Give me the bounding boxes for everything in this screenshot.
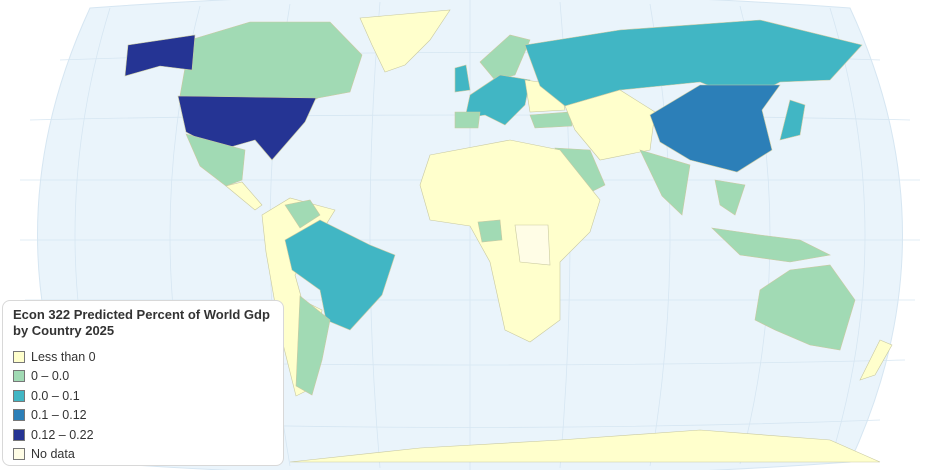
legend-swatch: [13, 370, 25, 383]
country-iberia[interactable]: [454, 111, 481, 129]
legend-item-less-than-0[interactable]: Less than 0: [11, 347, 275, 367]
countries: [124, 9, 893, 463]
country-australia[interactable]: [754, 264, 856, 351]
legend-label: 0.0 – 0.1: [31, 388, 80, 403]
country-new-zealand[interactable]: [859, 339, 893, 381]
country-canada[interactable]: [179, 21, 363, 109]
country-uk[interactable]: [454, 64, 471, 93]
country-japan[interactable]: [779, 99, 806, 141]
legend-item-0.1-0.12[interactable]: 0.1 – 0.12: [11, 406, 275, 426]
country-greenland[interactable]: [359, 9, 451, 73]
legend-label: 0.12 – 0.22: [31, 427, 94, 442]
country-mexico[interactable]: [185, 133, 246, 187]
country-turkey[interactable]: [529, 111, 573, 129]
country-central-america[interactable]: [225, 181, 263, 211]
country-indonesia[interactable]: [711, 227, 831, 263]
legend-item-0.12-0.22[interactable]: 0.12 – 0.22: [11, 425, 275, 445]
legend-title: Econ 322 Predicted Percent of World Gdp …: [13, 307, 270, 338]
legend-swatch: [13, 428, 25, 441]
country-venezuela-region[interactable]: [284, 199, 321, 229]
legend-swatch: [13, 389, 25, 402]
country-nigeria[interactable]: [477, 219, 503, 243]
country-alaska-usa[interactable]: [124, 34, 196, 77]
legend-label: 0 – 0.0: [31, 369, 70, 384]
legend-label: No data: [31, 447, 75, 462]
legend-swatch: [13, 409, 25, 422]
legend: Econ 322 Predicted Percent of World Gdp …: [2, 300, 284, 466]
country-argentina[interactable]: [295, 295, 331, 396]
country-india[interactable]: [639, 149, 691, 216]
country-antarctica[interactable]: [289, 429, 881, 463]
country-southeast-asia[interactable]: [714, 179, 746, 216]
country-central-asia[interactable]: [564, 89, 656, 161]
country-scandinavia[interactable]: [479, 34, 531, 81]
legend-label: Less than 0: [31, 349, 96, 364]
country-africa[interactable]: [419, 139, 601, 343]
legend-item-no-data[interactable]: No data: [11, 445, 275, 465]
country-china[interactable]: [649, 84, 781, 173]
legend-swatch: [13, 448, 25, 461]
legend-item-0-0.0[interactable]: 0 – 0.0: [11, 367, 275, 387]
legend-swatch: [13, 350, 25, 363]
legend-label: 0.1 – 0.12: [31, 408, 87, 423]
country-brazil[interactable]: [284, 219, 396, 331]
legend-item-0.0-0.1[interactable]: 0.0 – 0.1: [11, 386, 275, 406]
country-dr-congo[interactable]: [514, 224, 551, 266]
